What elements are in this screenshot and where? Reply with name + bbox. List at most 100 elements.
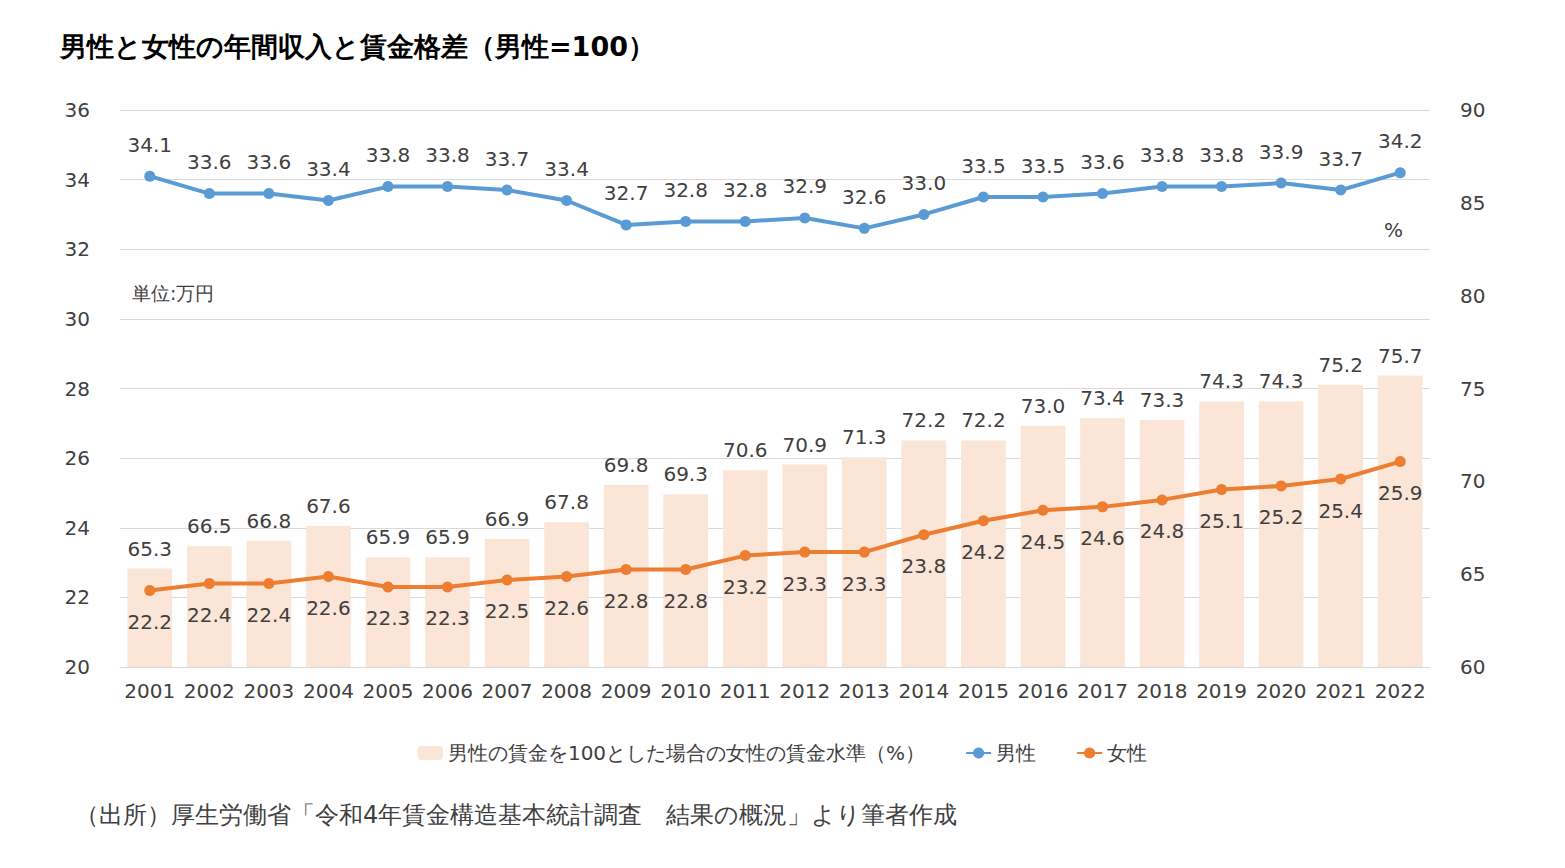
svg-text:30: 30 bbox=[65, 307, 90, 331]
svg-text:22.2: 22.2 bbox=[128, 610, 173, 634]
svg-text:34.1: 34.1 bbox=[128, 133, 173, 157]
svg-text:65.9: 65.9 bbox=[425, 525, 470, 549]
svg-text:34: 34 bbox=[65, 168, 90, 192]
svg-text:25.1: 25.1 bbox=[1199, 509, 1244, 533]
svg-text:2016: 2016 bbox=[1018, 679, 1069, 703]
svg-text:70.9: 70.9 bbox=[783, 433, 828, 457]
svg-text:67.6: 67.6 bbox=[306, 494, 351, 518]
svg-text:男性と女性の年間収入と賃金格差（男性=100）: 男性と女性の年間収入と賃金格差（男性=100） bbox=[59, 31, 655, 62]
svg-text:22.5: 22.5 bbox=[485, 599, 530, 623]
svg-text:60: 60 bbox=[1460, 655, 1485, 679]
svg-text:33.7: 33.7 bbox=[1318, 147, 1363, 171]
svg-text:75.7: 75.7 bbox=[1378, 344, 1423, 368]
svg-text:26: 26 bbox=[65, 446, 90, 470]
svg-text:33.4: 33.4 bbox=[306, 157, 351, 181]
svg-text:22.8: 22.8 bbox=[604, 589, 649, 613]
svg-text:24.5: 24.5 bbox=[1021, 530, 1066, 554]
svg-text:2003: 2003 bbox=[243, 679, 294, 703]
svg-text:75: 75 bbox=[1460, 377, 1485, 401]
svg-text:22: 22 bbox=[65, 585, 90, 609]
svg-text:32.8: 32.8 bbox=[723, 178, 768, 202]
svg-text:33.0: 33.0 bbox=[902, 171, 947, 195]
svg-text:32.7: 32.7 bbox=[604, 181, 649, 205]
svg-text:85: 85 bbox=[1460, 191, 1485, 215]
svg-text:2010: 2010 bbox=[660, 679, 711, 703]
svg-text:34.2: 34.2 bbox=[1378, 129, 1423, 153]
svg-text:33.5: 33.5 bbox=[961, 154, 1006, 178]
svg-text:33.8: 33.8 bbox=[366, 143, 411, 167]
svg-text:74.3: 74.3 bbox=[1259, 369, 1304, 393]
svg-text:32.9: 32.9 bbox=[783, 174, 828, 198]
svg-text:33.7: 33.7 bbox=[485, 147, 530, 171]
svg-text:69.3: 69.3 bbox=[663, 462, 708, 486]
svg-text:22.3: 22.3 bbox=[425, 606, 470, 630]
svg-text:66.5: 66.5 bbox=[187, 514, 232, 538]
svg-text:2015: 2015 bbox=[958, 679, 1009, 703]
svg-text:22.3: 22.3 bbox=[366, 606, 411, 630]
svg-text:75.2: 75.2 bbox=[1318, 353, 1363, 377]
svg-text:22.4: 22.4 bbox=[247, 603, 292, 627]
svg-text:22.4: 22.4 bbox=[187, 603, 232, 627]
svg-text:25.9: 25.9 bbox=[1378, 481, 1423, 505]
svg-text:33.8: 33.8 bbox=[425, 143, 470, 167]
svg-text:70: 70 bbox=[1460, 469, 1485, 493]
svg-text:71.3: 71.3 bbox=[842, 425, 887, 449]
svg-text:2008: 2008 bbox=[541, 679, 592, 703]
svg-text:（出所）厚生労働省「令和4年賃金構造基本統計調査 結果の概況: （出所）厚生労働省「令和4年賃金構造基本統計調査 結果の概況」より筆者作成 bbox=[75, 801, 957, 829]
svg-text:65: 65 bbox=[1460, 562, 1485, 586]
svg-text:33.4: 33.4 bbox=[544, 157, 589, 181]
svg-text:24: 24 bbox=[65, 516, 90, 540]
svg-text:23.2: 23.2 bbox=[723, 575, 768, 599]
svg-text:2005: 2005 bbox=[363, 679, 414, 703]
svg-text:22.6: 22.6 bbox=[306, 596, 351, 620]
svg-text:25.4: 25.4 bbox=[1318, 499, 1363, 523]
svg-text:90: 90 bbox=[1460, 98, 1485, 122]
svg-text:23.3: 23.3 bbox=[842, 572, 887, 596]
svg-text:25.2: 25.2 bbox=[1259, 505, 1304, 529]
svg-text:32.8: 32.8 bbox=[663, 178, 708, 202]
svg-text:2020: 2020 bbox=[1256, 679, 1307, 703]
svg-text:男性: 男性 bbox=[996, 741, 1036, 765]
svg-text:23.3: 23.3 bbox=[783, 572, 828, 596]
svg-text:女性: 女性 bbox=[1107, 741, 1147, 765]
svg-text:20: 20 bbox=[65, 655, 90, 679]
svg-text:2013: 2013 bbox=[839, 679, 890, 703]
svg-text:66.9: 66.9 bbox=[485, 507, 530, 531]
svg-text:73.4: 73.4 bbox=[1080, 386, 1125, 410]
svg-text:65.9: 65.9 bbox=[366, 525, 411, 549]
svg-text:22.6: 22.6 bbox=[544, 596, 589, 620]
svg-text:33.6: 33.6 bbox=[1080, 150, 1125, 174]
svg-text:70.6: 70.6 bbox=[723, 438, 768, 462]
svg-text:69.8: 69.8 bbox=[604, 453, 649, 477]
svg-text:2021: 2021 bbox=[1315, 679, 1366, 703]
svg-text:67.8: 67.8 bbox=[544, 490, 589, 514]
svg-text:33.8: 33.8 bbox=[1199, 143, 1244, 167]
svg-text:73.0: 73.0 bbox=[1021, 394, 1066, 418]
svg-text:2011: 2011 bbox=[720, 679, 771, 703]
svg-text:72.2: 72.2 bbox=[902, 408, 947, 432]
svg-text:36: 36 bbox=[65, 98, 90, 122]
svg-text:33.6: 33.6 bbox=[247, 150, 292, 174]
svg-text:65.3: 65.3 bbox=[128, 537, 173, 561]
svg-text:2022: 2022 bbox=[1375, 679, 1426, 703]
svg-text:22.8: 22.8 bbox=[663, 589, 708, 613]
svg-text:33.5: 33.5 bbox=[1021, 154, 1066, 178]
svg-text:単位:万円: 単位:万円 bbox=[132, 282, 214, 304]
svg-text:%: % bbox=[1384, 218, 1403, 242]
svg-text:80: 80 bbox=[1460, 284, 1485, 308]
svg-text:24.2: 24.2 bbox=[961, 540, 1006, 564]
svg-text:33.9: 33.9 bbox=[1259, 140, 1304, 164]
svg-text:2014: 2014 bbox=[898, 679, 949, 703]
svg-text:32.6: 32.6 bbox=[842, 185, 887, 209]
svg-text:23.8: 23.8 bbox=[902, 554, 947, 578]
svg-text:2018: 2018 bbox=[1137, 679, 1188, 703]
svg-text:66.8: 66.8 bbox=[247, 509, 292, 533]
svg-text:2012: 2012 bbox=[779, 679, 830, 703]
svg-text:2019: 2019 bbox=[1196, 679, 1247, 703]
svg-text:32: 32 bbox=[65, 237, 90, 261]
svg-text:2006: 2006 bbox=[422, 679, 473, 703]
svg-text:2002: 2002 bbox=[184, 679, 235, 703]
svg-text:33.6: 33.6 bbox=[187, 150, 232, 174]
svg-text:2004: 2004 bbox=[303, 679, 354, 703]
svg-text:2017: 2017 bbox=[1077, 679, 1128, 703]
